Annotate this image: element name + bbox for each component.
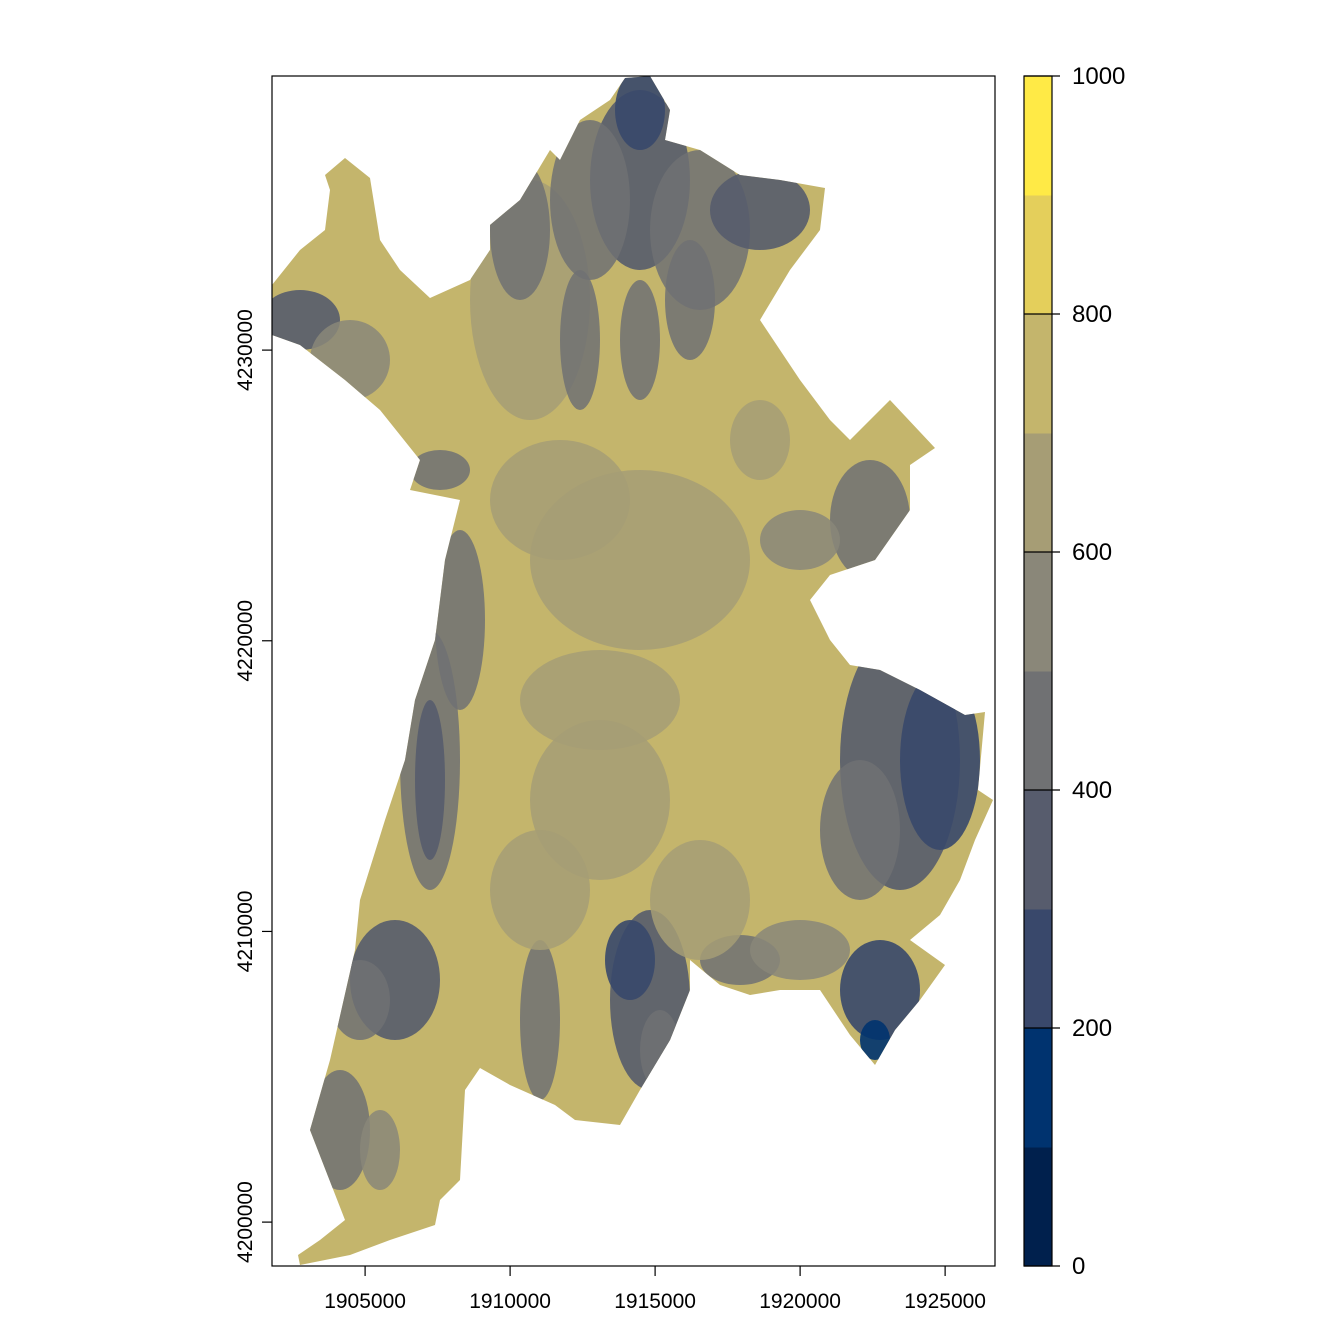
y-tick-label: 4230000 (234, 309, 257, 391)
legend-tick-label: 0 (1072, 1253, 1085, 1280)
raster-value-patch (760, 510, 840, 570)
raster-value-patch (310, 1070, 370, 1190)
raster-value-patch (750, 920, 850, 980)
legend-color-bin (1024, 76, 1052, 196)
raster-value-patch (840, 940, 920, 1040)
legend-color-bin (1024, 1147, 1052, 1267)
raster-value-patch (900, 670, 980, 850)
x-tick-label: 1905000 (324, 1290, 406, 1313)
raster-value-patch (550, 120, 630, 280)
legend-tick-label: 200 (1072, 1015, 1112, 1042)
raster-value-patch (650, 840, 750, 960)
y-tick-label: 4220000 (234, 600, 257, 682)
raster-value-patch (490, 830, 590, 950)
plot-frame (271, 75, 996, 1267)
legend-tick-label: 800 (1072, 301, 1112, 328)
raster-value-patch (820, 760, 900, 900)
x-tick-label: 1925000 (904, 1290, 986, 1313)
legend-color-bin (1024, 195, 1052, 315)
raster-value-patch (830, 460, 910, 580)
raster-value-patch (665, 240, 715, 360)
raster-value-patch (415, 700, 445, 860)
x-tick-label: 1915000 (614, 1290, 696, 1313)
x-tick-label: 1920000 (759, 1290, 841, 1313)
raster-value-patch (530, 470, 750, 650)
raster-value-patch (560, 270, 600, 410)
legend-tick-label: 600 (1072, 539, 1112, 566)
legend-color-bin (1024, 909, 1052, 1029)
raster-value-patch (620, 280, 660, 400)
raster-value-patch (520, 650, 680, 750)
legend-color-bin (1024, 433, 1052, 553)
raster-value-patch (490, 160, 550, 300)
raster-value-patch (615, 76, 665, 150)
raster-value-patch (360, 1110, 400, 1190)
raster-value-patch (860, 1020, 890, 1060)
legend-color-bin (1024, 790, 1052, 910)
y-tick-label: 4210000 (234, 891, 257, 973)
y-tick-label: 4200000 (234, 1181, 257, 1263)
raster-layer (272, 76, 993, 1265)
raster-value-patch (730, 400, 790, 480)
legend-tick-label: 400 (1072, 777, 1112, 804)
raster-value-patch (310, 320, 390, 400)
legend-color-bin (1024, 314, 1052, 434)
legend-tick-label: 1000 (1072, 63, 1125, 90)
raster-value-patch (640, 1010, 680, 1090)
raster-value-patch (710, 170, 810, 250)
legend-color-bin (1024, 552, 1052, 672)
raster-value-patch (605, 920, 655, 1000)
color-legend: 0 200 400 600 800 1000 (1023, 63, 1125, 1280)
raster-value-patch (410, 450, 470, 490)
y-axis: 4200000 4210000 4220000 4230000 (234, 309, 272, 1263)
legend-color-bin (1024, 1028, 1052, 1148)
legend-color-bin (1024, 671, 1052, 791)
x-tick-label: 1910000 (469, 1290, 551, 1313)
raster-value-patch (520, 940, 560, 1100)
x-axis: 1905000 1910000 1915000 1920000 1925000 (324, 1266, 986, 1313)
raster-value-patch (330, 960, 390, 1040)
